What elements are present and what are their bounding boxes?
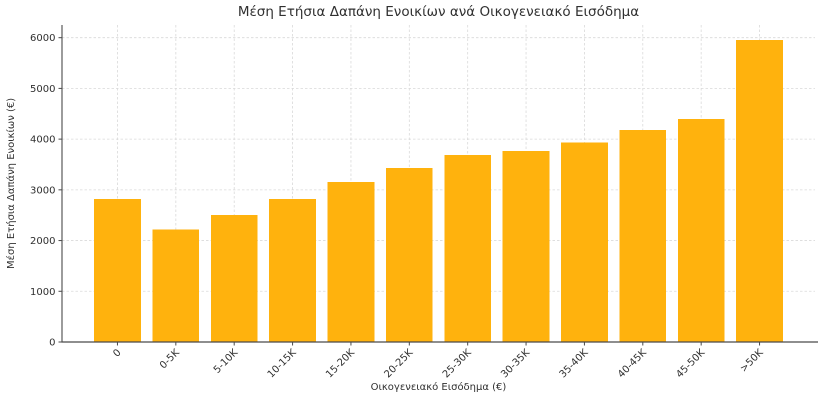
bar	[502, 150, 550, 342]
bar	[561, 142, 608, 342]
bar	[736, 40, 783, 342]
x-tick-label: >50K	[738, 347, 766, 375]
x-tick-label: 30-35K	[499, 347, 532, 380]
bar	[269, 198, 316, 342]
y-tick-label: 1000	[30, 287, 55, 298]
x-axis-label: Οικογενειακό Εισόδημα (€)	[370, 382, 507, 393]
bar	[152, 229, 200, 342]
bar	[94, 198, 141, 342]
x-tick-label: 5-10K	[212, 347, 241, 376]
bar	[385, 168, 433, 342]
x-tick-label: 0	[111, 347, 123, 359]
chart-title: Μέση Ετήσια Δαπάνη Ενοικίων ανά Οικογενε…	[237, 4, 640, 20]
x-tick-label: 35-40K	[558, 347, 591, 380]
bar	[444, 154, 492, 342]
y-tick-label: 6000	[30, 33, 55, 44]
x-tick-label: 20-25K	[382, 347, 415, 380]
x-tick-label: 15-20K	[324, 347, 357, 380]
y-tick-label: 4000	[30, 135, 55, 146]
bar	[210, 215, 258, 342]
y-tick-label: 2000	[30, 236, 55, 247]
x-tick-label: 45-50K	[674, 347, 707, 380]
x-tick-label: 40-45K	[616, 347, 649, 380]
y-tick-label: 5000	[30, 84, 55, 95]
bar	[677, 118, 725, 342]
y-tick-label: 0	[49, 338, 55, 349]
x-tick-label: 25-30K	[441, 347, 474, 380]
x-tick-label: 0-5K	[158, 347, 182, 371]
bar	[619, 129, 667, 342]
bar	[327, 182, 375, 342]
y-tick-label: 3000	[30, 185, 55, 196]
x-tick-label: 10-15K	[266, 347, 299, 380]
